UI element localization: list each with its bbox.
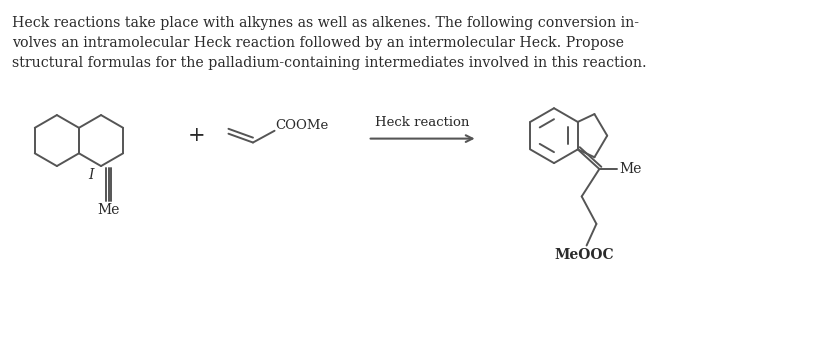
Text: COOMe: COOMe [276, 119, 328, 132]
Text: Heck reaction: Heck reaction [376, 116, 470, 129]
Text: MeOOC: MeOOC [554, 248, 615, 262]
Text: I: I [89, 168, 94, 182]
Text: Me: Me [98, 203, 120, 217]
Text: Heck reactions take place with alkynes as well as alkenes. The following convers: Heck reactions take place with alkynes a… [11, 16, 646, 70]
Text: +: + [187, 126, 205, 145]
Text: Me: Me [619, 162, 641, 176]
